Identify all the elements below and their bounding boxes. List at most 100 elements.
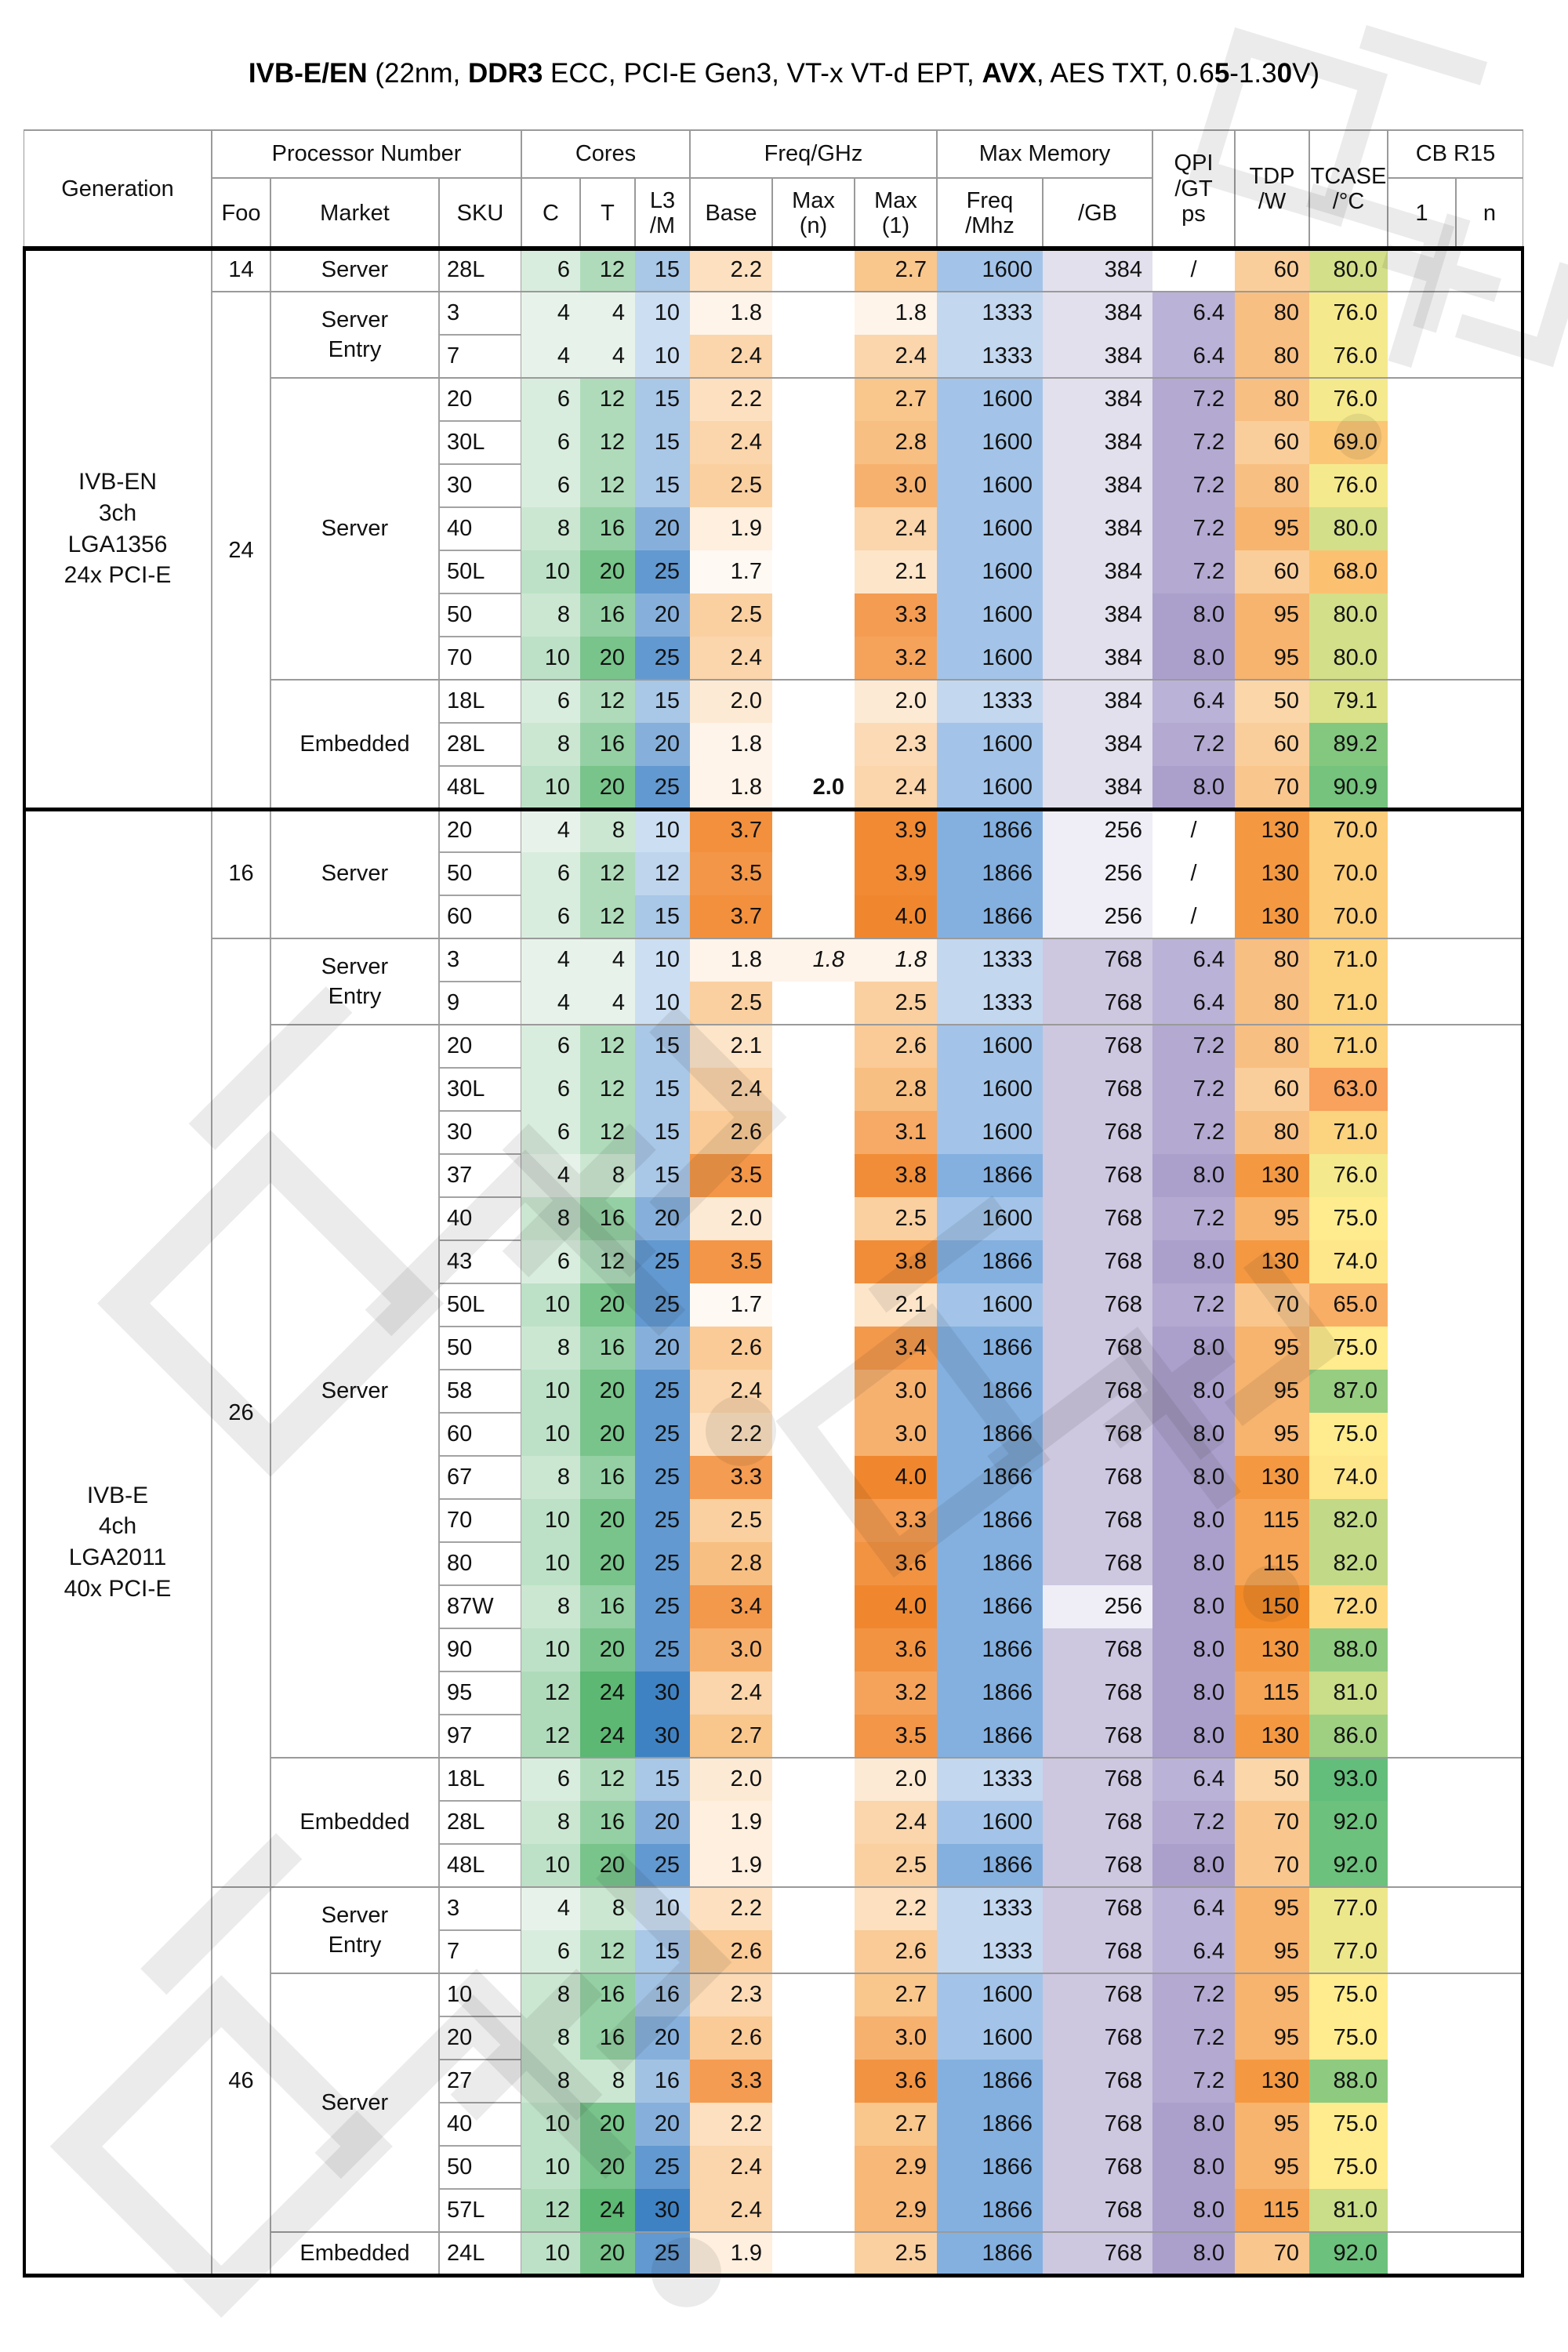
cell-base-clock: 2.0 [690, 1758, 772, 1801]
foo-cell: 46 [212, 1887, 270, 2275]
cell-mem-freq: 1600 [937, 723, 1043, 766]
cell-tcase: 76.0 [1309, 335, 1388, 378]
cell-tcase: 87.0 [1309, 1370, 1388, 1413]
cell-mem-capacity: 768 [1043, 982, 1152, 1025]
cell-threads: 16 [580, 1327, 635, 1370]
cell-mem-capacity: 384 [1043, 593, 1152, 637]
cell-tdp: 70 [1235, 1283, 1309, 1327]
cell-max-n-clock [772, 2060, 855, 2103]
cell-mem-freq: 1600 [937, 1025, 1043, 1068]
cell-qpi: 8.0 [1152, 637, 1235, 680]
cell-base-clock: 2.2 [690, 1413, 772, 1456]
sku-cell: 50 [439, 593, 521, 637]
cell-tcase: 92.0 [1309, 1844, 1388, 1887]
cell-l3-cache: 25 [635, 1585, 690, 1628]
cell-mem-freq: 1600 [937, 1801, 1043, 1844]
group-divider [270, 1024, 1523, 1025]
cell-cores: 8 [521, 1973, 580, 2016]
cell-mem-capacity: 768 [1043, 1887, 1152, 1930]
cell-max-1-clock: 2.1 [855, 550, 937, 593]
sku-cell: 27 [439, 2060, 521, 2103]
cell-tdp: 115 [1235, 2189, 1309, 2232]
cell-threads: 20 [580, 1370, 635, 1413]
section-divider [24, 808, 1523, 811]
cell-qpi: 6.4 [1152, 1930, 1235, 1973]
cell-mem-freq: 1600 [937, 378, 1043, 421]
cell-max-n-clock [772, 1197, 855, 1240]
cell-max-n-clock [772, 1068, 855, 1111]
cell-base-clock: 2.4 [690, 421, 772, 464]
cell-tdp: 115 [1235, 1671, 1309, 1715]
cell-max-1-clock: 3.8 [855, 1154, 937, 1197]
sku-cell: 30 [439, 464, 521, 507]
cell-mem-freq: 1600 [937, 1197, 1043, 1240]
cell-cores: 10 [521, 766, 580, 809]
cell-cores: 4 [521, 809, 580, 852]
cell-cores: 8 [521, 1801, 580, 1844]
cell-mem-capacity: 768 [1043, 1844, 1152, 1887]
cell-tdp: 150 [1235, 1585, 1309, 1628]
cell-cores: 10 [521, 1283, 580, 1327]
group-divider [270, 2231, 1523, 2233]
cell-l3-cache: 25 [635, 1456, 690, 1499]
cell-qpi: 8.0 [1152, 1585, 1235, 1628]
cell-qpi: 8.0 [1152, 1715, 1235, 1758]
cell-base-clock: 2.5 [690, 1499, 772, 1542]
cell-max-n-clock [772, 2016, 855, 2060]
cell-max-n-clock [772, 1283, 855, 1327]
market-cell: Server Entry [270, 1887, 439, 1973]
cell-max-n-clock [772, 982, 855, 1025]
cell-l3-cache: 25 [635, 766, 690, 809]
cell-mem-capacity: 768 [1043, 1542, 1152, 1585]
header-market: Market [270, 178, 439, 249]
cell-l3-cache: 15 [635, 1025, 690, 1068]
cell-mem-capacity: 384 [1043, 507, 1152, 550]
cell-max-n-clock [772, 593, 855, 637]
cell-cores: 6 [521, 1025, 580, 1068]
cell-l3-cache: 15 [635, 378, 690, 421]
header-max1: Max (1) [855, 178, 937, 249]
cell-threads: 16 [580, 723, 635, 766]
cell-tdp: 95 [1235, 1930, 1309, 1973]
cell-base-clock: 2.5 [690, 982, 772, 1025]
cell-base-clock: 2.2 [690, 378, 772, 421]
cell-qpi: 8.0 [1152, 766, 1235, 809]
cell-tcase: 71.0 [1309, 1111, 1388, 1154]
cell-mem-capacity: 768 [1043, 1671, 1152, 1715]
cell-max-1-clock: 2.0 [855, 680, 937, 723]
cell-l3-cache: 15 [635, 249, 690, 292]
foo-cell: 14 [212, 249, 270, 292]
cell-tdp: 80 [1235, 1111, 1309, 1154]
cell-base-clock: 2.6 [690, 2016, 772, 2060]
cell-l3-cache: 25 [635, 1283, 690, 1327]
cell-l3-cache: 30 [635, 1715, 690, 1758]
cell-max-1-clock: 2.9 [855, 2189, 937, 2232]
cell-mem-capacity: 768 [1043, 1973, 1152, 2016]
cell-qpi: / [1190, 860, 1197, 886]
cell-max-n-clock [772, 1413, 855, 1456]
cell-threads: 16 [580, 1801, 635, 1844]
cell-base-clock: 1.9 [690, 1844, 772, 1887]
cell-mem-capacity: 768 [1043, 1327, 1152, 1370]
cell-tcase: 65.0 [1309, 1283, 1388, 1327]
cell-l3-cache: 20 [635, 1197, 690, 1240]
group-divider [212, 291, 1523, 292]
cell-threads: 20 [580, 1628, 635, 1671]
cell-tdp: 80 [1235, 938, 1309, 982]
cell-tcase: 88.0 [1309, 2060, 1388, 2103]
cell-mem-freq: 1600 [937, 1068, 1043, 1111]
cell-max-n-clock [772, 637, 855, 680]
cell-threads: 12 [580, 249, 635, 292]
cell-tcase: 82.0 [1309, 1499, 1388, 1542]
cell-tdp: 130 [1235, 852, 1309, 895]
cell-l3-cache: 10 [635, 292, 690, 335]
cell-l3-cache: 15 [635, 680, 690, 723]
cell-tcase: 81.0 [1309, 1671, 1388, 1715]
cell-max-1-clock: 2.7 [855, 2103, 937, 2146]
cell-l3-cache: 10 [635, 938, 690, 982]
sku-cell: 87W [439, 1585, 521, 1628]
cell-tdp: 130 [1235, 1240, 1309, 1283]
cell-tcase: 75.0 [1309, 1413, 1388, 1456]
cell-max-1-clock: 3.1 [855, 1111, 937, 1154]
cell-max-n-clock [772, 2189, 855, 2232]
